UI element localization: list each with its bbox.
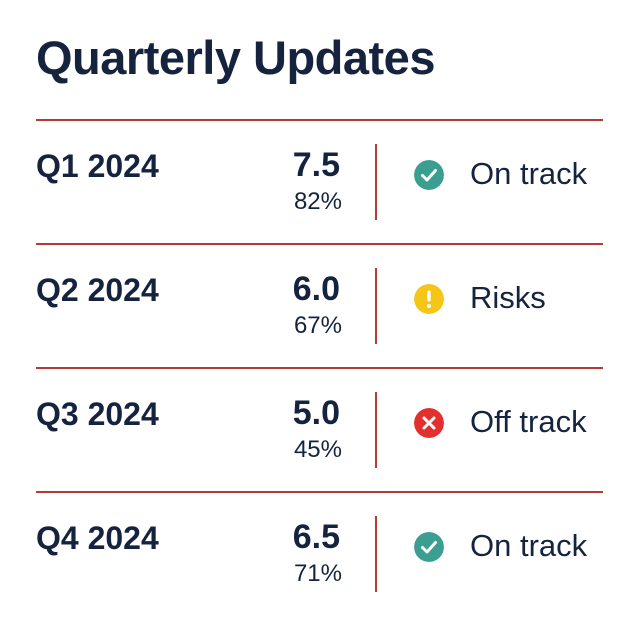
status-label: On track <box>470 528 588 563</box>
x-circle-icon <box>414 408 444 438</box>
row-divider <box>36 491 603 493</box>
row-divider <box>36 243 603 245</box>
column-divider <box>375 516 377 592</box>
score-value: 6.0 <box>292 270 340 308</box>
row-divider <box>36 367 603 369</box>
quarter-row-q3: Q3 2024 5.0 45% Off track <box>0 368 640 492</box>
score-value: 7.5 <box>292 146 340 184</box>
row-divider <box>36 119 603 121</box>
percent-value: 67% <box>293 312 342 339</box>
percent-value: 71% <box>293 560 342 587</box>
column-divider <box>375 268 377 344</box>
column-divider <box>375 392 377 468</box>
quarter-row-q1: Q1 2024 7.5 82% On track <box>0 120 640 244</box>
quarter-label: Q3 2024 <box>36 396 159 432</box>
quarter-label: Q1 2024 <box>36 148 159 184</box>
warning-circle-icon <box>414 284 444 314</box>
score-value: 6.5 <box>292 518 340 556</box>
status-label: On track <box>470 156 588 191</box>
status-label: Risks <box>470 280 546 315</box>
check-circle-icon <box>414 532 444 562</box>
quarter-row-q4: Q4 2024 6.5 71% On track <box>0 492 640 616</box>
check-circle-icon <box>414 160 444 190</box>
quarter-row-q2: Q2 2024 6.0 67% Risks <box>0 244 640 368</box>
quarter-label: Q2 2024 <box>36 272 159 308</box>
percent-value: 82% <box>293 188 342 215</box>
page-title: Quarterly Updates <box>36 31 435 84</box>
percent-value: 45% <box>293 436 342 463</box>
quarter-label: Q4 2024 <box>36 520 159 556</box>
column-divider <box>375 144 377 220</box>
status-label: Off track <box>470 404 587 439</box>
score-value: 5.0 <box>292 394 340 432</box>
